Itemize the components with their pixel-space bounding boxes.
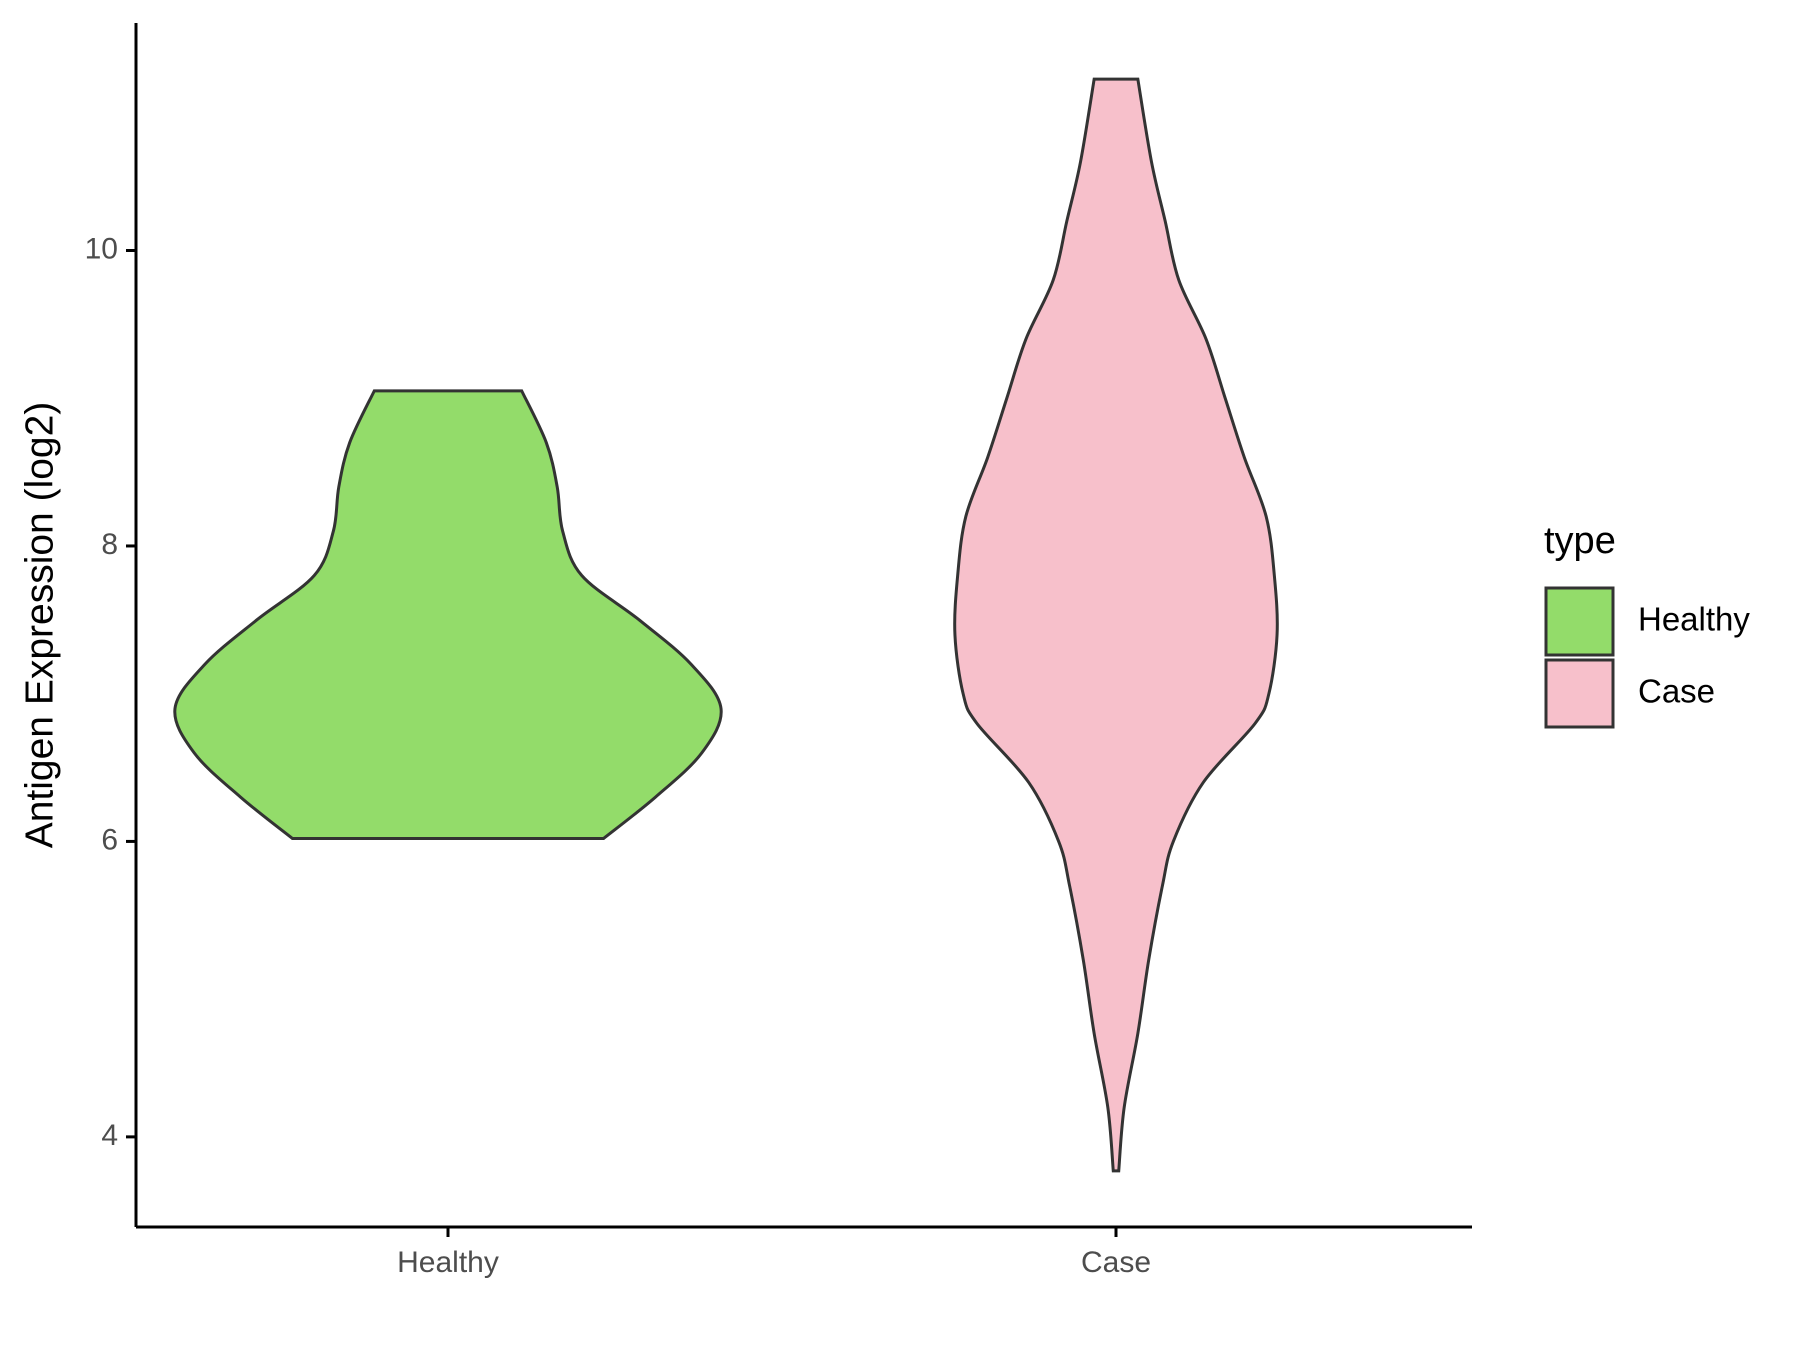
x-tick-label: Healthy — [397, 1246, 499, 1279]
violin — [173, 389, 723, 840]
violin — [953, 77, 1279, 1173]
legend-label: Case — [1638, 673, 1715, 710]
y-tick-label: 6 — [101, 823, 118, 856]
legend-key — [1544, 658, 1615, 729]
legend-key — [1544, 586, 1615, 657]
x-tick-label: Case — [1081, 1246, 1151, 1279]
y-tick-label: 4 — [101, 1119, 118, 1152]
y-tick-label: 10 — [85, 232, 118, 265]
y-tick-label: 8 — [101, 528, 118, 561]
legend-label: Healthy — [1638, 601, 1750, 638]
legend-title: type — [1544, 520, 1616, 562]
y-axis-label: Antigen Expression (log2) — [18, 402, 61, 849]
